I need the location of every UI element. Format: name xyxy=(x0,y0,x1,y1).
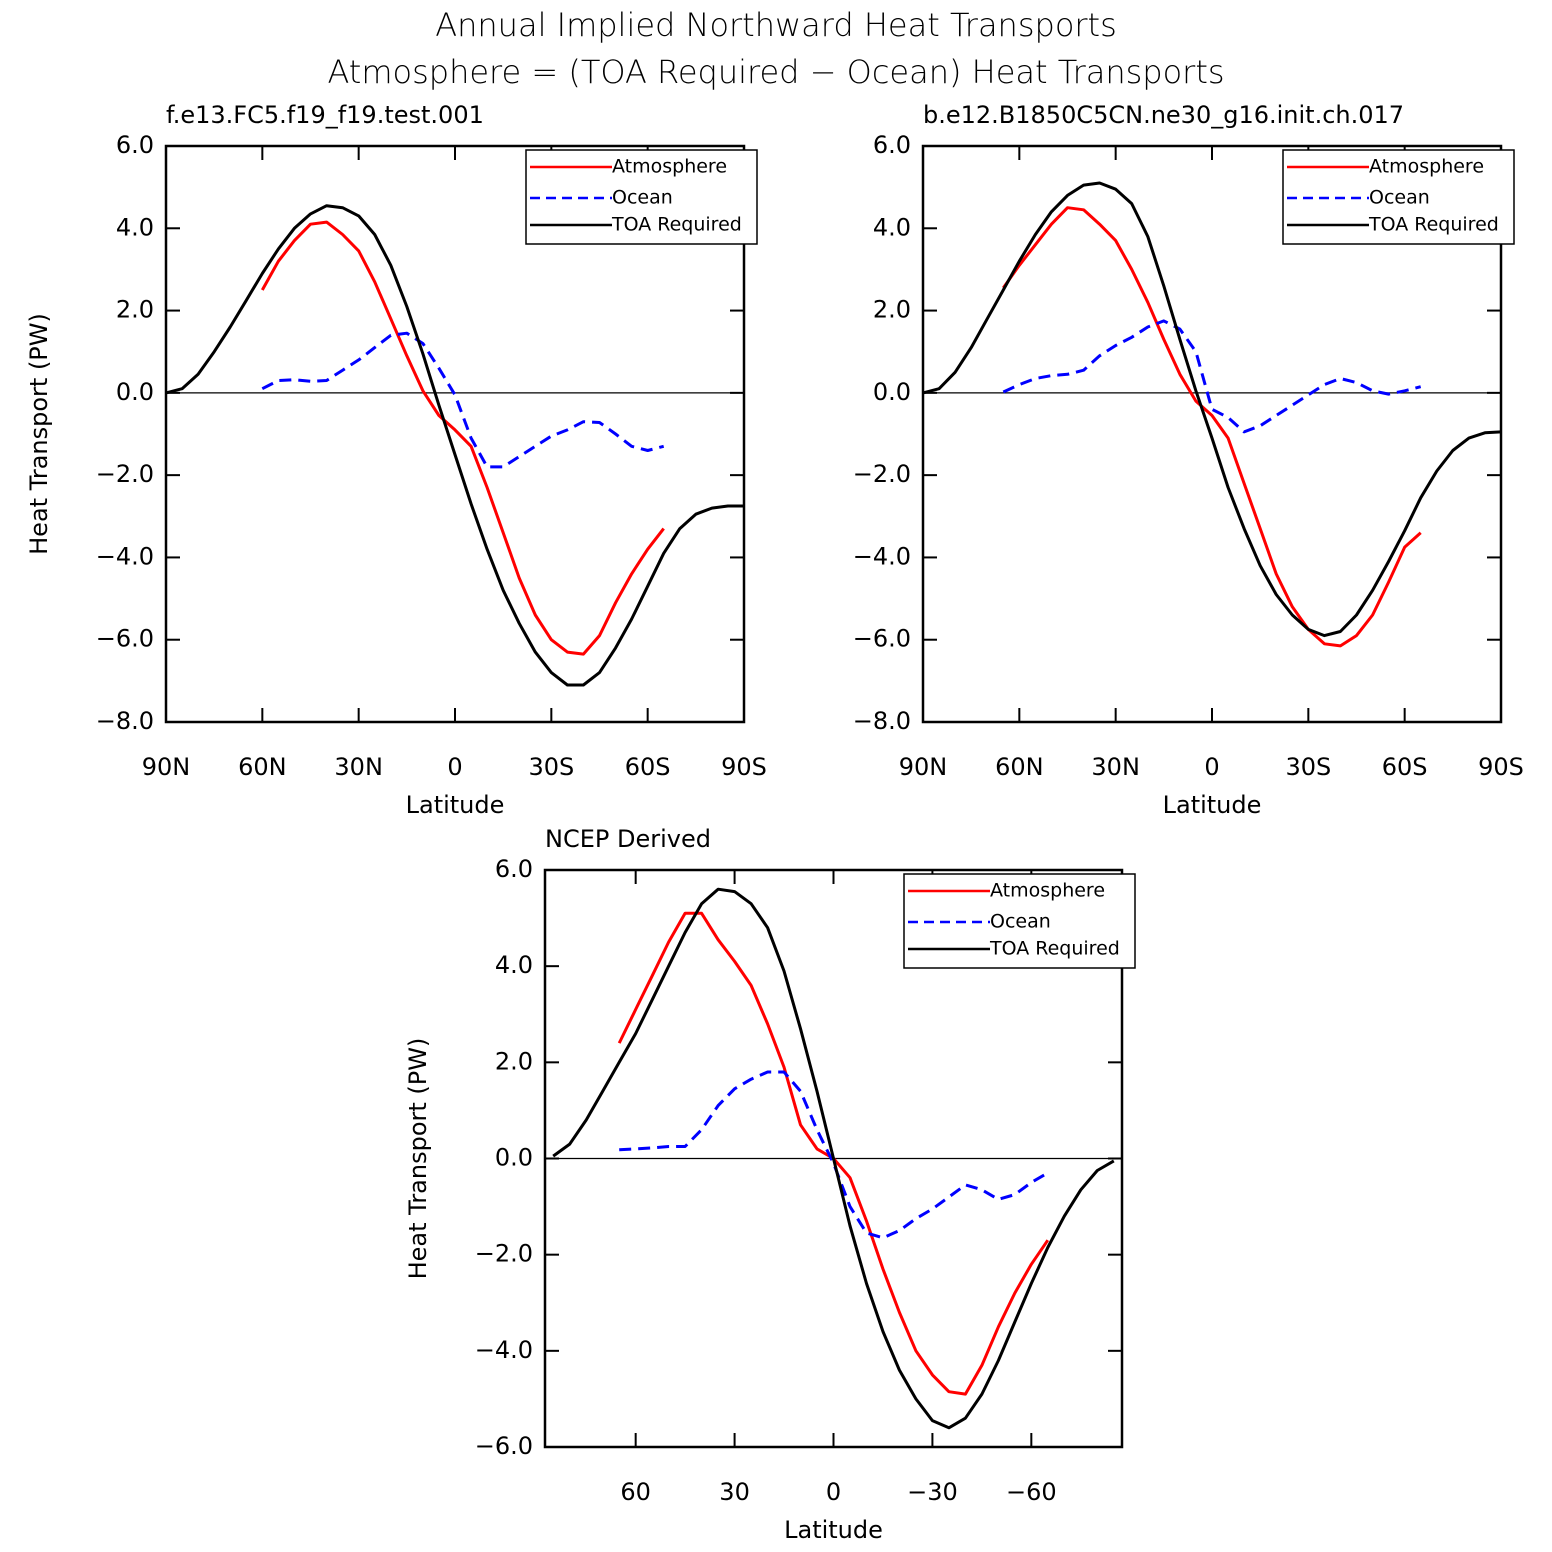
x-tick-label: 0 xyxy=(1204,753,1219,781)
plot-frame xyxy=(921,144,1503,724)
x-axis-label: Latitude xyxy=(784,1516,883,1544)
y-tick-label: −8.0 xyxy=(96,707,154,735)
panel-title: f.e13.FC5.f19_f19.test.001 xyxy=(166,101,484,129)
panel-title: NCEP Derived xyxy=(545,825,711,853)
x-tick-label: 30S xyxy=(1285,753,1331,781)
y-axis-label: Heat Transport (PW) xyxy=(404,1038,432,1280)
legend-label: TOA Required xyxy=(611,214,742,236)
y-tick-label: 2.0 xyxy=(495,1047,533,1075)
x-tick-label: 0 xyxy=(447,753,462,781)
y-tick-label: 4.0 xyxy=(873,213,911,241)
y-tick-label: 4.0 xyxy=(116,213,154,241)
data-line xyxy=(552,887,1115,1430)
data-line xyxy=(260,220,665,656)
x-tick-label: 90S xyxy=(721,753,767,781)
x-tick-label: 30S xyxy=(528,753,574,781)
y-axis-label: Heat Transport (PW) xyxy=(25,313,53,555)
panel-title: b.e12.B1850C5CN.ne30_g16.init.ch.017 xyxy=(923,101,1404,129)
legend-label: Ocean xyxy=(990,911,1051,933)
y-tick-label: −6.0 xyxy=(96,625,154,653)
y-tick-label: 6.0 xyxy=(116,131,154,159)
x-tick-label: 90S xyxy=(1478,753,1524,781)
y-tick-label: −8.0 xyxy=(853,707,911,735)
y-tick-label: 0.0 xyxy=(873,378,911,406)
y-tick-label: 2.0 xyxy=(873,296,911,324)
y-tick-label: 0.0 xyxy=(495,1144,533,1172)
y-tick-label: −2.0 xyxy=(475,1240,533,1268)
x-tick-label: −60 xyxy=(1006,1478,1057,1506)
legend-label: TOA Required xyxy=(989,938,1120,960)
legend-label: Ocean xyxy=(612,187,673,209)
x-axis-label: Latitude xyxy=(1163,791,1262,819)
y-tick-label: 6.0 xyxy=(495,855,533,883)
legend-label: Atmosphere xyxy=(1369,156,1484,178)
y-tick-label: −4.0 xyxy=(853,542,911,570)
data-line xyxy=(261,331,665,469)
y-tick-label: −4.0 xyxy=(475,1336,533,1364)
y-tick-label: −4.0 xyxy=(96,542,154,570)
x-tick-label: 60N xyxy=(995,753,1044,781)
legend-label: Atmosphere xyxy=(990,880,1105,902)
x-tick-label: 60S xyxy=(1382,753,1428,781)
x-tick-label: 90N xyxy=(142,753,191,781)
figure-subtitle: Atmosphere = (TOA Required − Ocean) Heat… xyxy=(327,53,1224,91)
x-axis-label: Latitude xyxy=(406,791,505,819)
plot-frame xyxy=(543,868,1124,1449)
y-tick-label: −6.0 xyxy=(853,625,911,653)
x-tick-label: 30N xyxy=(1091,753,1140,781)
legend-label: Atmosphere xyxy=(612,156,727,178)
x-tick-label: 60S xyxy=(625,753,671,781)
legend-label: TOA Required xyxy=(1368,214,1499,236)
y-tick-label: 0.0 xyxy=(116,378,154,406)
legend-label: Ocean xyxy=(1369,187,1430,209)
data-line xyxy=(619,1070,1049,1240)
x-tick-label: 60 xyxy=(620,1478,651,1506)
x-tick-label: 60N xyxy=(238,753,287,781)
figure-title: Annual Implied Northward Heat Transports xyxy=(435,6,1117,44)
plot-frame xyxy=(164,144,746,724)
data-line xyxy=(922,181,1502,638)
y-tick-label: −2.0 xyxy=(853,460,911,488)
x-tick-label: 90N xyxy=(899,753,948,781)
data-line xyxy=(165,204,744,687)
y-tick-label: −2.0 xyxy=(96,460,154,488)
x-tick-label: −30 xyxy=(907,1478,958,1506)
y-tick-label: 6.0 xyxy=(873,131,911,159)
data-line xyxy=(1002,319,1422,434)
y-tick-label: 4.0 xyxy=(495,951,533,979)
y-tick-label: −6.0 xyxy=(475,1432,533,1460)
data-line xyxy=(1002,206,1422,648)
x-tick-label: 30 xyxy=(719,1478,750,1506)
x-tick-label: 0 xyxy=(826,1478,841,1506)
x-tick-label: 30N xyxy=(334,753,383,781)
y-tick-label: 2.0 xyxy=(116,296,154,324)
